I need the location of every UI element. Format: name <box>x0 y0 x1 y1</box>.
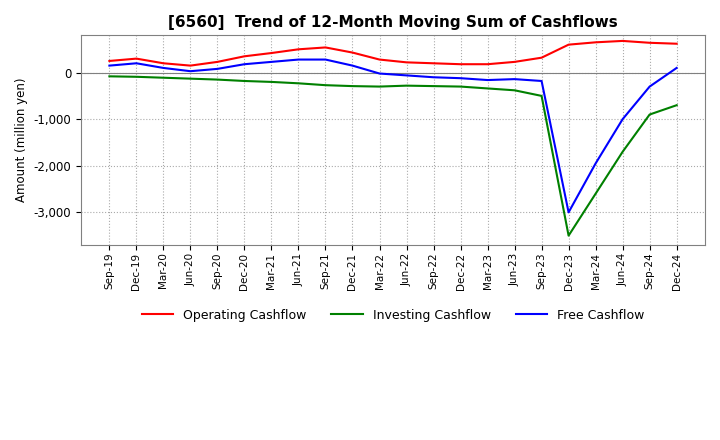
Operating Cashflow <box>159 61 168 66</box>
Free Cashflow <box>267 59 276 65</box>
Investing Cashflow <box>510 88 519 93</box>
Free Cashflow <box>159 65 168 70</box>
Investing Cashflow <box>240 78 249 84</box>
Free Cashflow <box>321 57 330 62</box>
Operating Cashflow <box>132 56 140 61</box>
Investing Cashflow <box>645 112 654 117</box>
Operating Cashflow <box>429 61 438 66</box>
Free Cashflow <box>186 69 194 74</box>
Investing Cashflow <box>429 84 438 89</box>
Free Cashflow <box>456 76 465 81</box>
Operating Cashflow <box>510 59 519 65</box>
Free Cashflow <box>348 63 357 68</box>
Free Cashflow <box>294 57 303 62</box>
Investing Cashflow <box>267 79 276 84</box>
Operating Cashflow <box>267 51 276 56</box>
Free Cashflow <box>591 161 600 166</box>
Legend: Operating Cashflow, Investing Cashflow, Free Cashflow: Operating Cashflow, Investing Cashflow, … <box>137 304 649 327</box>
Investing Cashflow <box>537 93 546 99</box>
Operating Cashflow <box>672 41 681 46</box>
Free Cashflow <box>483 77 492 83</box>
Operating Cashflow <box>591 40 600 45</box>
Free Cashflow <box>645 84 654 89</box>
Free Cashflow <box>213 66 222 72</box>
Investing Cashflow <box>348 84 357 89</box>
Free Cashflow <box>510 77 519 82</box>
Investing Cashflow <box>456 84 465 89</box>
Investing Cashflow <box>159 75 168 81</box>
Y-axis label: Amount (million yen): Amount (million yen) <box>15 78 28 202</box>
Line: Operating Cashflow: Operating Cashflow <box>109 41 677 66</box>
Operating Cashflow <box>213 59 222 65</box>
Operating Cashflow <box>645 40 654 45</box>
Free Cashflow <box>537 78 546 84</box>
Free Cashflow <box>564 210 573 215</box>
Free Cashflow <box>132 61 140 66</box>
Free Cashflow <box>375 71 384 76</box>
Investing Cashflow <box>483 86 492 91</box>
Investing Cashflow <box>402 83 411 88</box>
Operating Cashflow <box>456 62 465 67</box>
Investing Cashflow <box>294 81 303 86</box>
Investing Cashflow <box>132 74 140 80</box>
Investing Cashflow <box>186 76 194 81</box>
Operating Cashflow <box>564 42 573 47</box>
Operating Cashflow <box>402 60 411 65</box>
Title: [6560]  Trend of 12-Month Moving Sum of Cashflows: [6560] Trend of 12-Month Moving Sum of C… <box>168 15 618 30</box>
Free Cashflow <box>105 63 114 68</box>
Operating Cashflow <box>186 63 194 68</box>
Investing Cashflow <box>105 73 114 79</box>
Operating Cashflow <box>105 59 114 64</box>
Operating Cashflow <box>240 54 249 59</box>
Free Cashflow <box>402 73 411 78</box>
Investing Cashflow <box>564 233 573 238</box>
Operating Cashflow <box>483 62 492 67</box>
Operating Cashflow <box>375 57 384 62</box>
Free Cashflow <box>240 62 249 67</box>
Line: Investing Cashflow: Investing Cashflow <box>109 76 677 236</box>
Investing Cashflow <box>321 83 330 88</box>
Investing Cashflow <box>591 191 600 196</box>
Operating Cashflow <box>537 55 546 60</box>
Investing Cashflow <box>375 84 384 89</box>
Investing Cashflow <box>618 149 627 154</box>
Operating Cashflow <box>618 38 627 44</box>
Investing Cashflow <box>672 103 681 108</box>
Operating Cashflow <box>294 47 303 52</box>
Free Cashflow <box>618 117 627 122</box>
Line: Free Cashflow: Free Cashflow <box>109 59 677 213</box>
Operating Cashflow <box>321 45 330 50</box>
Investing Cashflow <box>213 77 222 82</box>
Free Cashflow <box>429 75 438 80</box>
Operating Cashflow <box>348 50 357 55</box>
Free Cashflow <box>672 65 681 70</box>
